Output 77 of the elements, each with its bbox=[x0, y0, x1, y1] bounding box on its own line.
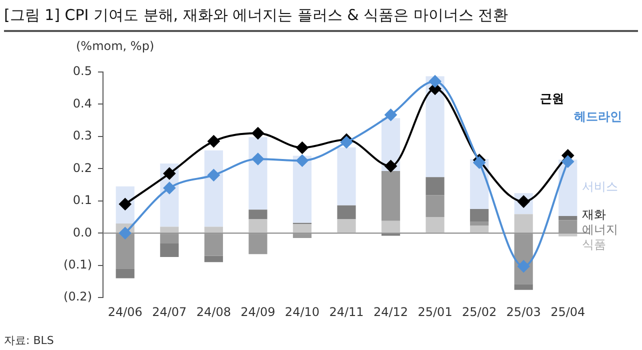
bar bbox=[470, 208, 489, 222]
point bbox=[208, 135, 220, 148]
y-tick-label: 0.5 bbox=[72, 64, 92, 78]
bar bbox=[292, 234, 312, 238]
point bbox=[252, 153, 264, 166]
point bbox=[384, 160, 397, 172]
point bbox=[163, 182, 176, 194]
series-label: 서비스 bbox=[582, 179, 618, 194]
y-tick-label: (0.2) bbox=[64, 290, 92, 304]
point bbox=[384, 108, 397, 121]
chart-title: [그림 1] CPI 기여도 분해, 재화와 에너지는 플러스 & 식품은 마이너스 전환 bbox=[4, 6, 638, 32]
point bbox=[473, 156, 486, 169]
bar bbox=[337, 205, 356, 220]
bar bbox=[248, 210, 268, 220]
bar bbox=[558, 234, 578, 236]
point bbox=[429, 75, 442, 88]
point bbox=[296, 154, 308, 167]
x-tick-label: 24/09 bbox=[240, 304, 276, 319]
bar bbox=[426, 217, 444, 233]
bar bbox=[426, 195, 444, 218]
bar bbox=[160, 234, 179, 244]
x-tick-label: 24/06 bbox=[108, 304, 142, 319]
bar bbox=[337, 147, 356, 206]
bar bbox=[381, 170, 400, 221]
bar bbox=[160, 243, 179, 257]
bar bbox=[204, 256, 223, 262]
bar bbox=[292, 224, 312, 233]
point bbox=[119, 227, 132, 240]
point bbox=[252, 127, 264, 140]
point bbox=[518, 260, 530, 272]
bar bbox=[204, 150, 223, 227]
point bbox=[296, 142, 308, 154]
bar bbox=[514, 284, 533, 290]
bar bbox=[204, 226, 223, 233]
x-tick-label: 25/03 bbox=[506, 304, 541, 319]
bar bbox=[116, 234, 134, 269]
x-tick-label: 24/10 bbox=[284, 304, 320, 319]
bar bbox=[116, 268, 134, 278]
bar bbox=[426, 177, 444, 196]
series-label: 에너지 bbox=[582, 222, 618, 236]
bar bbox=[160, 226, 179, 233]
x-tick-label: 24/12 bbox=[373, 304, 408, 319]
bar bbox=[337, 219, 356, 233]
text: 자료: BLS bbox=[4, 334, 54, 347]
bar bbox=[204, 234, 223, 256]
bar bbox=[514, 214, 533, 233]
point bbox=[562, 156, 574, 168]
bar bbox=[248, 219, 268, 233]
y-tick-label: 0.0 bbox=[72, 225, 92, 240]
text: 근원 bbox=[540, 92, 564, 106]
series-label: 재화 bbox=[582, 207, 606, 222]
point bbox=[163, 168, 176, 180]
text: 헤드라인 bbox=[574, 110, 622, 124]
point bbox=[340, 136, 352, 148]
x-tick-label: 25/01 bbox=[418, 304, 452, 319]
bar bbox=[558, 216, 578, 220]
bar bbox=[426, 76, 444, 178]
x-tick-label: 24/07 bbox=[152, 304, 187, 319]
bar bbox=[470, 226, 489, 233]
x-tick-label: 24/11 bbox=[329, 304, 364, 319]
series-label: 식품 bbox=[582, 237, 606, 252]
y-axis-title: (%mom, %p) bbox=[76, 39, 154, 54]
bar bbox=[248, 234, 268, 254]
y-tick-label: 0.2 bbox=[72, 160, 92, 175]
bar bbox=[558, 220, 578, 233]
y-tick-label: 0.4 bbox=[72, 96, 92, 110]
bar bbox=[470, 222, 489, 226]
y-tick-label: (0.1) bbox=[64, 257, 92, 272]
bar bbox=[381, 220, 400, 233]
y-tick-label: 0.3 bbox=[72, 128, 92, 143]
bar bbox=[292, 156, 312, 223]
x-tick-label: 25/02 bbox=[462, 304, 497, 319]
point bbox=[208, 169, 220, 182]
y-tick-label: 0.1 bbox=[72, 193, 92, 208]
x-tick-label: 24/08 bbox=[196, 304, 231, 319]
x-tick-label: 25/04 bbox=[550, 304, 586, 319]
bar bbox=[248, 137, 268, 210]
